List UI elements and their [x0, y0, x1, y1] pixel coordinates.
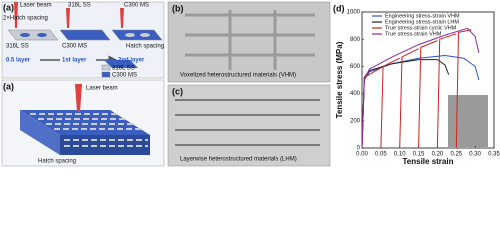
- texture: [175, 99, 320, 146]
- y-tick-label: 400: [350, 91, 361, 97]
- label: 316L SS: [68, 3, 91, 9]
- legend-label: True stress-strain VHM: [385, 31, 442, 37]
- y-axis-label: Tensile stress (MPa): [335, 41, 344, 118]
- series-line: [361, 54, 480, 149]
- plot-frame: [361, 11, 495, 149]
- label: Laser beam: [20, 3, 52, 9]
- y-tick-label: 0: [357, 146, 361, 152]
- x-tick-label: 0.15: [413, 152, 425, 158]
- label: 0.5 layer: [6, 58, 31, 64]
- legend-label: True stress-strain cyclic VHM: [385, 25, 457, 31]
- legend-label: C300 MS: [112, 73, 137, 79]
- panel-label: (d): [333, 3, 345, 13]
- x-tick-label: 0.00: [356, 152, 368, 158]
- x-tick-label: 0.05: [375, 152, 387, 158]
- label: Laser beam: [86, 86, 118, 92]
- legend-label: 316L SS: [112, 66, 135, 72]
- label: C300 MS: [124, 3, 149, 9]
- panel-a-stack: [1, 79, 165, 167]
- x-tick-label: 0.10: [394, 152, 406, 158]
- y-tick-label: 600: [350, 64, 361, 70]
- panel-a-diagram: [1, 1, 165, 79]
- x-tick-label: 0.25: [450, 152, 462, 158]
- x-tick-label: 0.20: [432, 152, 444, 158]
- label: 1st layer: [62, 58, 87, 64]
- series-line: [361, 29, 472, 149]
- x-tick-label: 0.35: [488, 152, 500, 158]
- caption: Layerwise heterostructured materials (LH…: [180, 157, 297, 163]
- legend-label: Engineering stress-strain LHM: [385, 19, 459, 25]
- panel-label: (a): [3, 2, 14, 12]
- panel-label: (a): [3, 81, 14, 91]
- x-tick-label: 0.30: [469, 152, 481, 158]
- series-line: [361, 59, 450, 149]
- legend-label: Engineering stress-strain VHM: [385, 13, 460, 19]
- label: 2×Hatch spacing: [3, 16, 48, 22]
- label: 316L SS: [6, 44, 29, 50]
- series-line: [361, 27, 480, 149]
- y-tick-label: 200: [350, 118, 361, 124]
- caption: Voxelized heterostructured materials (VH…: [180, 73, 296, 79]
- specimen-photo: [448, 95, 488, 147]
- y-tick-label: 1000: [347, 10, 361, 16]
- figure: (a) Laser beam 2×Hatch spacing 316L SS C…: [1, 1, 500, 167]
- panel-label: (b): [172, 3, 184, 13]
- label: 2nd layer: [118, 58, 145, 64]
- label: Hatch spacing: [38, 159, 76, 165]
- texture: [185, 10, 315, 70]
- y-tick-label: 800: [350, 37, 361, 43]
- label: Hatch spacing: [126, 44, 164, 50]
- label: C300 MS: [62, 44, 87, 50]
- micrograph: [167, 84, 331, 167]
- x-axis-label: Tensile strain: [403, 157, 454, 166]
- panel-label: (c): [172, 86, 183, 96]
